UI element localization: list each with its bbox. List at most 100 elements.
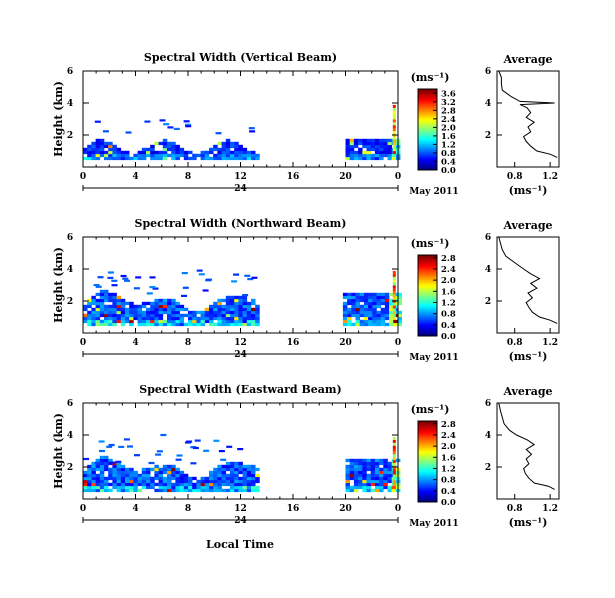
heatmap-cell xyxy=(392,288,396,292)
heatmap-cell xyxy=(99,476,105,481)
heatmap-cell xyxy=(363,310,369,315)
heatmap-cell xyxy=(370,473,376,478)
heatmap-cell xyxy=(397,322,402,327)
average-unit: (ms⁻¹) xyxy=(509,516,548,529)
heatmap-cell xyxy=(167,488,172,493)
heatmap-cell xyxy=(389,319,394,324)
heatmap-cell xyxy=(353,467,359,472)
heatmap-cell xyxy=(383,141,388,146)
heatmap-cell xyxy=(249,130,256,133)
heatmap-cell xyxy=(150,150,155,155)
heatmap-cell xyxy=(125,131,132,134)
colorbar-swatch xyxy=(418,285,437,288)
heatmap-cell xyxy=(372,292,377,297)
heatmap-cell xyxy=(255,485,260,490)
colorbar-swatch xyxy=(418,259,437,262)
x-tick-label: 8 xyxy=(185,338,191,348)
heatmap-cell xyxy=(217,467,222,472)
heatmap-cell xyxy=(342,295,348,300)
colorbar-swatch xyxy=(418,283,437,286)
heatmap-cell xyxy=(355,298,360,303)
heatmap-cell xyxy=(353,470,359,475)
colorbar-swatch xyxy=(418,93,437,96)
heatmap-cell xyxy=(146,150,151,155)
heatmap-cell xyxy=(234,467,239,472)
heatmap-cell xyxy=(99,150,105,155)
heatmap-cell xyxy=(185,123,192,126)
colorbar-tick-label: 1.2 xyxy=(441,464,456,474)
heatmap-cell xyxy=(158,310,164,315)
colorbar-swatch xyxy=(418,451,437,454)
x-axis-title: Local Time xyxy=(206,538,274,551)
heatmap-cell xyxy=(112,319,117,324)
heatmap-cell xyxy=(158,304,164,309)
heatmap-cell xyxy=(221,467,227,472)
heatmap-cell xyxy=(188,485,193,490)
heatmap-cell xyxy=(144,120,151,123)
heatmap-cell xyxy=(209,488,214,493)
heatmap-cell xyxy=(116,485,122,490)
heatmap-cell xyxy=(175,473,180,478)
average-frame xyxy=(496,236,560,334)
heatmap-cell xyxy=(242,298,248,303)
heatmap-cell xyxy=(116,319,122,324)
heatmap-cell xyxy=(91,298,96,303)
day-marker: 24 xyxy=(234,350,247,360)
heatmap-cell xyxy=(213,322,218,327)
heatmap-cell xyxy=(391,156,397,161)
heatmap-cell xyxy=(129,316,134,321)
heatmap-cell xyxy=(234,301,239,306)
heatmap-cell xyxy=(120,476,126,481)
heatmap-cell xyxy=(353,476,359,481)
heatmap-cell xyxy=(238,322,243,327)
heatmap-cell xyxy=(162,298,168,303)
heatmap-cell xyxy=(389,316,394,321)
heatmap-cell xyxy=(225,473,231,478)
heatmap-cell xyxy=(213,316,218,321)
heatmap-cell xyxy=(221,488,227,493)
heatmap-cell xyxy=(87,150,92,155)
heatmap-cell xyxy=(146,485,151,490)
heatmap-cell xyxy=(141,482,147,487)
colorbar-swatch xyxy=(418,443,437,446)
heatmap-cell xyxy=(91,467,96,472)
colorbar-swatch xyxy=(418,489,437,493)
heatmap-cell xyxy=(387,473,392,478)
heatmap-cell xyxy=(355,322,360,327)
heatmap-cell xyxy=(384,304,390,309)
heatmap-cell xyxy=(120,464,126,469)
heatmap-cell xyxy=(108,313,113,318)
heatmap-cell xyxy=(91,144,96,149)
heatmap-cell xyxy=(87,301,92,306)
heatmap-cell xyxy=(225,147,231,152)
heatmap-cell xyxy=(349,156,355,161)
heatmap-cell xyxy=(112,301,117,306)
heatmap-cell xyxy=(230,488,235,493)
heatmap-cell xyxy=(154,467,159,472)
average-title: Average xyxy=(502,53,552,66)
heatmap-cell xyxy=(225,310,231,315)
heatmap-cell xyxy=(97,276,104,279)
colorbar-swatch xyxy=(418,313,437,317)
x-tick-label: 20 xyxy=(339,172,352,182)
heatmap-cell xyxy=(347,292,352,297)
heatmap-cell xyxy=(251,310,256,315)
heatmap-cell xyxy=(120,485,126,490)
y-tick-label: 2 xyxy=(67,131,73,141)
heatmap-cell xyxy=(246,304,252,309)
heatmap-cell xyxy=(366,141,371,146)
heatmap-cell xyxy=(347,307,352,312)
heatmap-cell xyxy=(91,482,96,487)
heatmap-cell xyxy=(99,289,105,294)
heatmap-cell xyxy=(141,319,147,324)
heatmap-cell xyxy=(150,304,155,309)
heatmap-cell xyxy=(129,470,134,475)
heatmap-cell xyxy=(112,153,117,158)
heatmap-cell xyxy=(342,313,348,318)
heatmap-cell xyxy=(175,144,180,149)
average-y-tick-label: 4 xyxy=(485,265,491,275)
heatmap-cell xyxy=(83,319,88,324)
heatmap-cell xyxy=(162,301,168,306)
heatmap-cell xyxy=(83,150,88,155)
heatmap-cell xyxy=(359,304,365,309)
